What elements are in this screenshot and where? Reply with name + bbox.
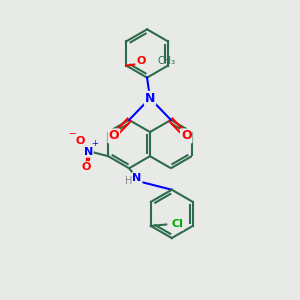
Text: N: N (83, 147, 93, 157)
Text: O: O (82, 162, 92, 172)
Text: +: + (91, 139, 98, 148)
Text: Cl: Cl (171, 220, 183, 230)
Text: H: H (124, 176, 132, 186)
Text: O: O (109, 129, 119, 142)
Text: N: N (132, 173, 142, 183)
Text: O: O (76, 136, 85, 146)
Text: N: N (145, 92, 155, 105)
Text: O: O (136, 56, 146, 65)
Text: O: O (181, 129, 191, 142)
Text: CH₃: CH₃ (158, 56, 176, 65)
Text: −: − (69, 129, 77, 139)
